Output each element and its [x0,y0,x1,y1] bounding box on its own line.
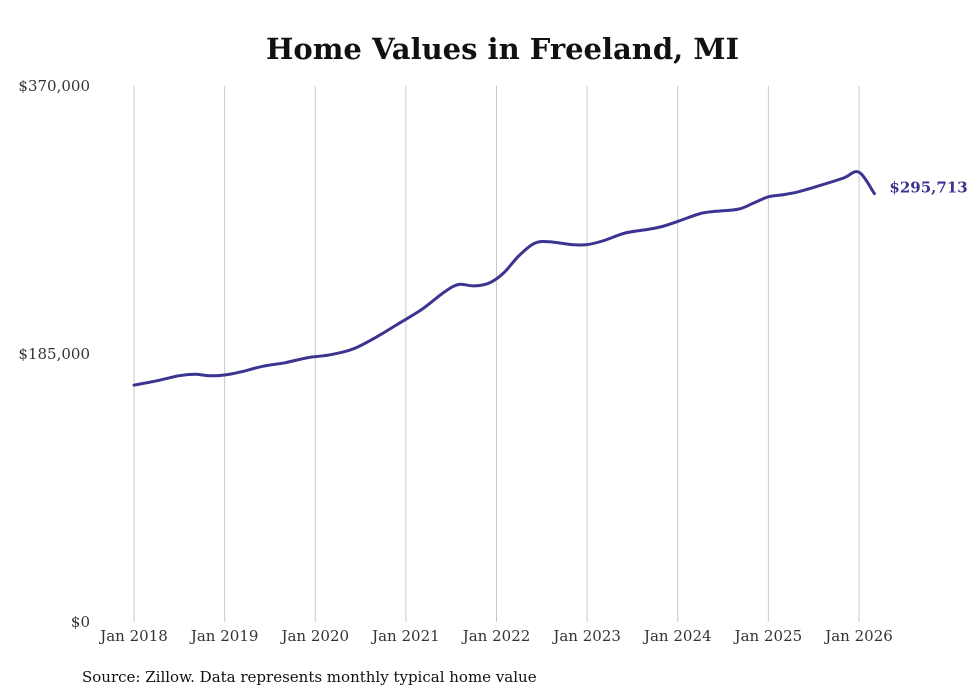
y-tick-label: $185,000 [18,345,90,363]
x-tick-label: Jan 2019 [189,627,259,645]
x-tick-label: Jan 2018 [98,627,168,645]
gridlines [133,86,860,622]
x-tick-label: Jan 2026 [823,627,893,645]
x-tick-label: Jan 2021 [370,627,440,645]
x-tick-label: Jan 2025 [733,627,803,645]
chart-title: Home Values in Freeland, MI [265,32,740,66]
y-tick-label: $0 [71,613,90,631]
x-axis-ticks: Jan 2018 Jan 2019 Jan 2020 Jan 2021 Jan 2022… [98,627,893,645]
series-line [132,170,876,387]
y-tick-label: $370,000 [18,77,90,95]
source-note: Source: Zillow. Data represents monthly … [82,668,537,686]
x-tick-label: Jan 2022 [461,627,531,645]
x-tick-label: Jan 2020 [279,627,349,645]
y-axis-ticks: $0 $185,000 $370,000 [18,77,90,631]
end-value-label: $295,713 [889,179,967,197]
x-tick-label: Jan 2023 [551,627,621,645]
series: $295,713 [132,170,968,387]
x-tick-label: Jan 2024 [642,627,712,645]
